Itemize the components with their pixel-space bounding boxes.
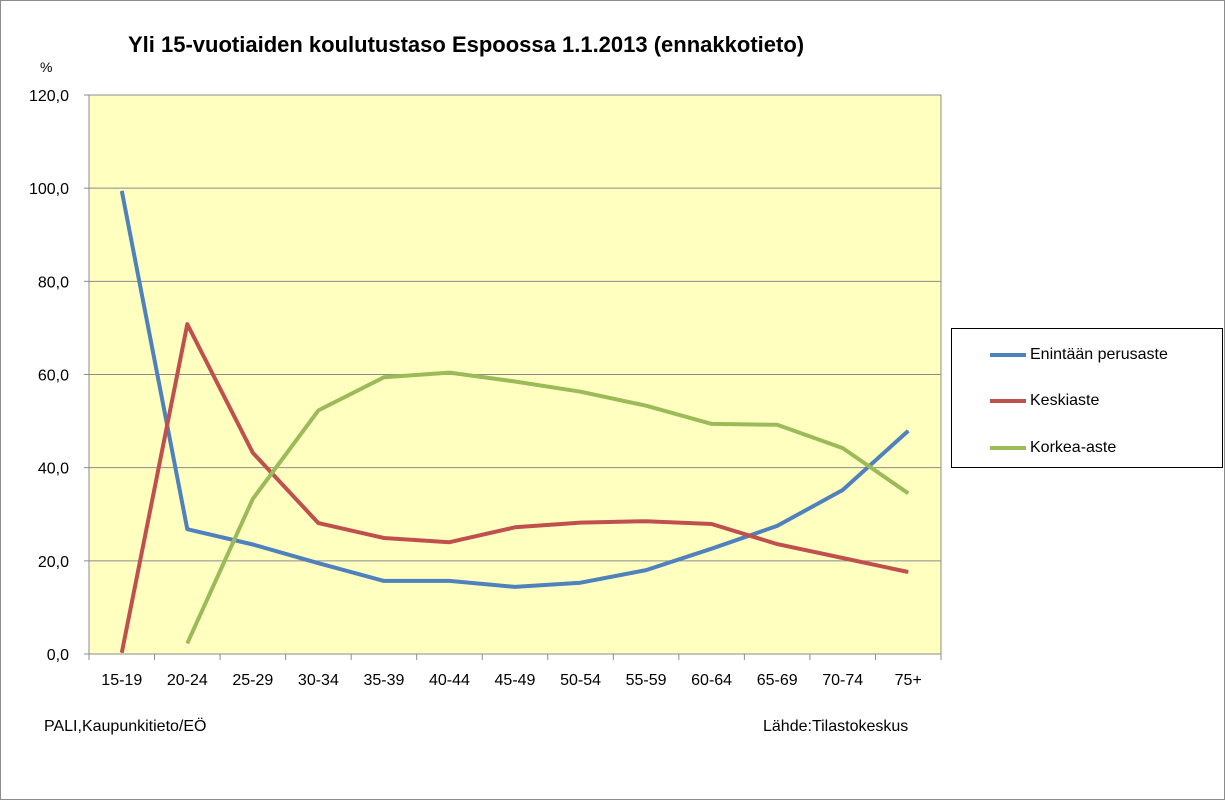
legend: Enintään perusaste Keskiaste Korkea-aste: [951, 328, 1223, 468]
series-1-point: [121, 190, 123, 192]
series-1-point: [645, 569, 647, 571]
series-3-point: [842, 447, 844, 449]
y-tick-label: 40,0: [38, 461, 69, 478]
chart-title: Yli 15-vuotiaiden koulutustaso Espoossa …: [128, 32, 805, 57]
series-3-point: [580, 391, 582, 393]
x-tick-label: 60-64: [691, 672, 732, 689]
series-1-point: [252, 544, 254, 546]
y-tick-label: 0,0: [47, 647, 69, 664]
legend-swatch: [990, 353, 1026, 357]
series-3-point: [186, 642, 188, 644]
legend-swatch: [990, 399, 1026, 403]
x-tick-label: 15-19: [101, 672, 142, 689]
series-2-point: [186, 323, 188, 325]
series-1-point: [711, 548, 713, 550]
series-2-point: [776, 543, 778, 545]
series-1-point: [842, 489, 844, 491]
series-1-point: [907, 430, 909, 432]
x-tick-label: 35-39: [363, 672, 404, 689]
y-tick-label: 60,0: [38, 368, 69, 385]
legend-label: Enintään perusaste: [1030, 346, 1168, 363]
series-1-point: [514, 586, 516, 588]
legend-item: Enintään perusaste: [990, 345, 1168, 365]
series-1-point: [383, 580, 385, 582]
series-2-point: [645, 520, 647, 522]
series-3-point: [383, 376, 385, 378]
y-tick-label: 20,0: [38, 554, 69, 571]
x-tick-label: 70-74: [822, 672, 863, 689]
legend-label: Korkea-aste: [1030, 439, 1117, 456]
x-tick-label: 30-34: [298, 672, 339, 689]
series-2-point: [514, 526, 516, 528]
x-tick-label: 50-54: [560, 672, 601, 689]
series-2-point: [907, 571, 909, 573]
y-axis-unit-label: %: [40, 59, 53, 75]
legend-label: Keskiaste: [1030, 392, 1100, 409]
y-tick-label: 100,0: [29, 181, 69, 198]
x-tick-label: 55-59: [626, 672, 667, 689]
x-tick-label: 25-29: [232, 672, 273, 689]
series-1-point: [776, 525, 778, 527]
x-tick-label: 40-44: [429, 672, 470, 689]
series-3-point: [514, 380, 516, 382]
series-1-point: [186, 528, 188, 530]
y-tick-label: 80,0: [38, 274, 69, 291]
series-1-point: [580, 582, 582, 584]
series-3-point: [448, 372, 450, 374]
series-1-point: [317, 562, 319, 564]
series-3-point: [645, 405, 647, 407]
series-2-point: [842, 557, 844, 559]
legend-swatch: [990, 446, 1026, 450]
x-tick-label: 20-24: [167, 672, 208, 689]
series-3-point: [776, 424, 778, 426]
series-2-point: [711, 523, 713, 525]
series-2-point: [121, 652, 123, 654]
series-1-point: [448, 580, 450, 582]
series-2-point: [448, 541, 450, 543]
y-tick-label: 120,0: [29, 88, 69, 105]
series-3-point: [317, 409, 319, 411]
footer-credit: PALI,Kaupunkitieto/EÖ: [44, 718, 207, 735]
series-2-point: [580, 522, 582, 524]
x-tick-label: 45-49: [495, 672, 536, 689]
series-3-point: [252, 498, 254, 500]
legend-item: Korkea-aste: [990, 438, 1116, 458]
series-2-point: [383, 537, 385, 539]
series-2-point: [252, 452, 254, 454]
legend-item: Keskiaste: [990, 391, 1099, 411]
series-3-point: [711, 423, 713, 425]
x-tick-label: 65-69: [757, 672, 798, 689]
footer-source: Lähde:Tilastokeskus: [763, 718, 909, 735]
series-line-3: [185, 370, 910, 645]
series-2-point: [317, 522, 319, 524]
series-3-point: [907, 492, 909, 494]
x-tick-label: 75+: [895, 672, 922, 689]
